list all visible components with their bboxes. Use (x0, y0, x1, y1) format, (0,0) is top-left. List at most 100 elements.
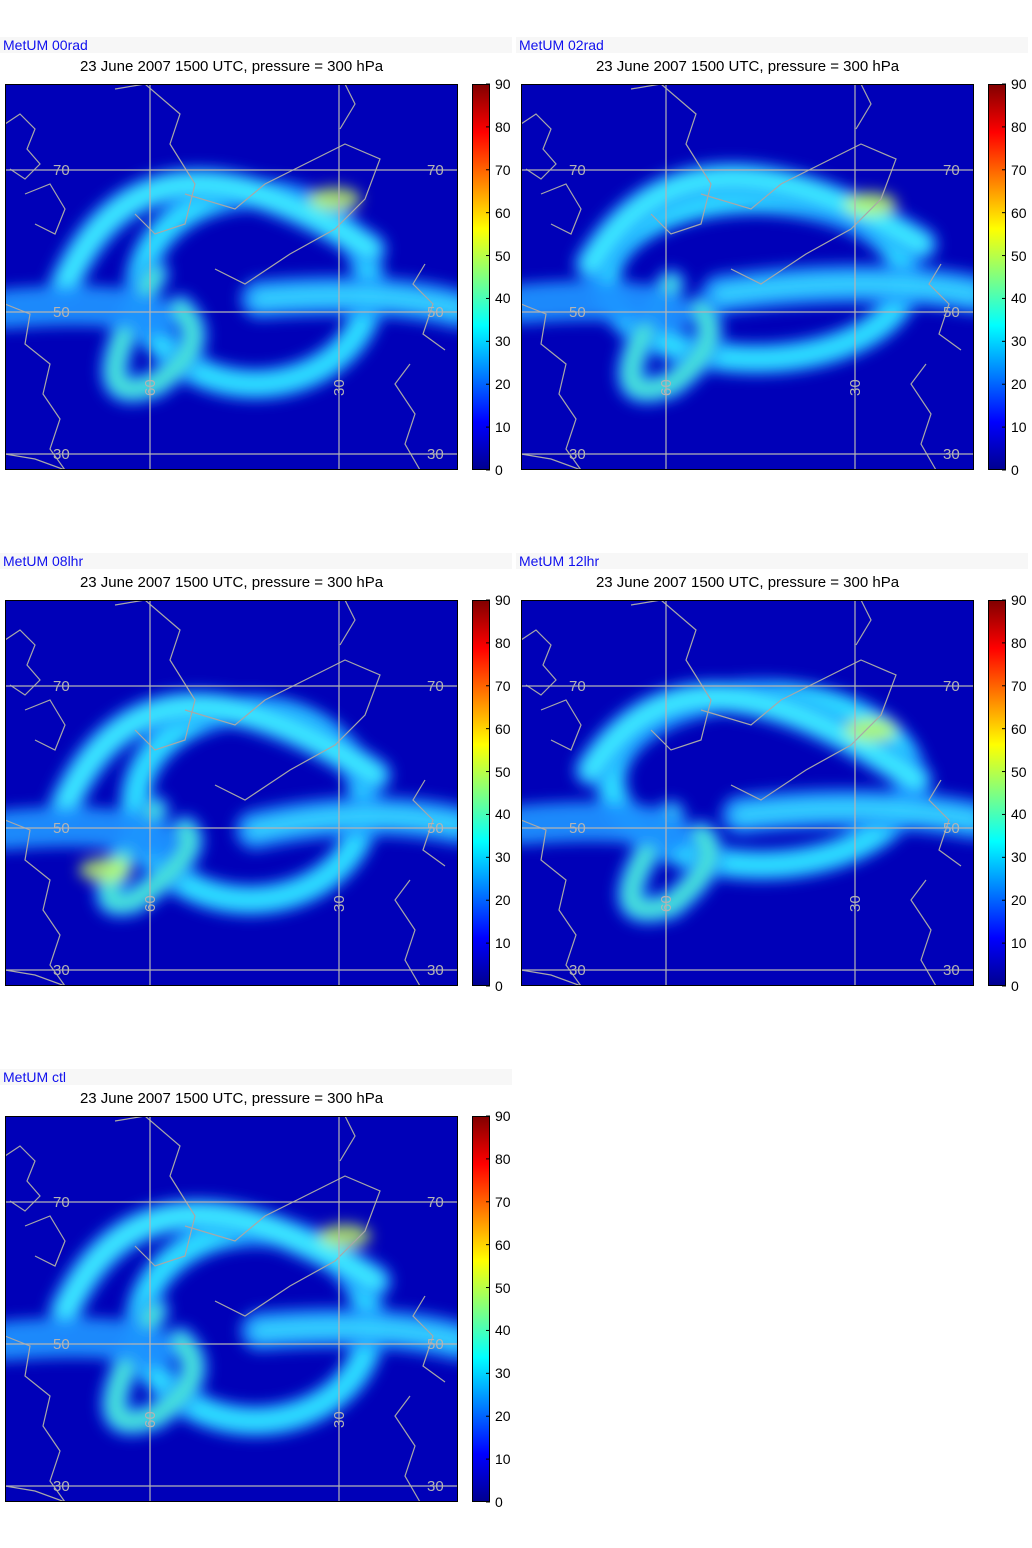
map-frame (5, 1116, 458, 1502)
panel-header-strip (516, 37, 1028, 53)
east-jet-core (252, 1319, 458, 1349)
jet-arc-core (582, 688, 925, 789)
colorbar-tick-label: 20 (1011, 892, 1027, 909)
coastlines (521, 84, 962, 470)
colorbar-tick-label: 50 (1011, 247, 1027, 264)
coastline (700, 659, 897, 801)
coastline (394, 879, 421, 986)
colorbar (988, 599, 1006, 987)
colorbar-tick-label: 50 (495, 247, 511, 264)
graticule (521, 84, 974, 470)
map-frame (521, 84, 974, 470)
coastline (5, 629, 41, 696)
colorbar-tick-label: 60 (495, 1236, 511, 1253)
colorbar-tick-label: 40 (1011, 290, 1027, 307)
lat-label: 50 (569, 304, 586, 321)
colorbar-tick-label: 0 (495, 978, 503, 994)
east-jet-core (247, 808, 458, 838)
panel-subtitle: 23 June 2007 1500 UTC, pressure = 300 hP… (79, 1090, 384, 1107)
coastline (700, 143, 897, 285)
coastline (24, 699, 66, 751)
coastline (630, 84, 712, 235)
trough-jet-core (624, 808, 716, 917)
lat-label: 70 (53, 1194, 70, 1211)
coastline (540, 183, 582, 235)
colorbar (988, 83, 1006, 471)
graticule (5, 84, 458, 470)
panel-metum-12lhr: MetUM 12lhr 23 June 2007 1500 UTC, press… (516, 553, 1028, 1023)
coastline (928, 263, 962, 351)
panel-metum-02rad: MetUM 02rad 23 June 2007 1500 UTC, press… (516, 37, 1028, 507)
colorbar-tick-label: 90 (495, 592, 511, 608)
trough-jet-core (108, 267, 200, 397)
coastline (521, 629, 557, 696)
colorbar-frame (988, 600, 1006, 986)
graticule (521, 600, 974, 986)
colorbar-tick-label: 80 (1011, 634, 1027, 651)
coastline (521, 819, 582, 986)
coastline (394, 363, 421, 470)
colorbar-frame (988, 84, 1006, 470)
coastline (114, 84, 196, 235)
colorbar-scale (472, 600, 490, 986)
coastline (5, 303, 66, 470)
east-jet-core (713, 276, 974, 302)
jet-arc-core (56, 697, 384, 814)
west-jet (5, 1317, 175, 1371)
lat-label: 70 (943, 162, 960, 179)
coastlines (5, 1116, 446, 1502)
coastline (5, 113, 41, 180)
colorbar-tick-label: 80 (495, 118, 511, 135)
lat-label: 50 (53, 304, 70, 321)
west-jet (5, 285, 175, 339)
colorbar-frame (472, 84, 490, 470)
colorbar-frame (472, 600, 490, 986)
lat-label: 70 (427, 678, 444, 695)
coastline (5, 1145, 41, 1212)
lat-label: 50 (427, 304, 444, 321)
jet-max (845, 718, 897, 742)
colorbar-tick-label: 10 (495, 1451, 511, 1468)
coastline (114, 600, 196, 751)
lat-label: 50 (943, 820, 960, 837)
lat-label: 70 (569, 678, 586, 695)
lat-label: 50 (569, 820, 586, 837)
lat-label: 70 (427, 1194, 444, 1211)
lon-label: 30 (331, 379, 348, 396)
jet-speed-map: 70 70 50 50 30 30 60 30 (5, 600, 458, 986)
lon-label: 30 (331, 1411, 348, 1428)
colorbar-tick-label: 10 (1011, 419, 1027, 436)
trough-jet-core (108, 1304, 200, 1429)
coastline (5, 819, 66, 986)
colorbar-tick-label: 30 (495, 849, 511, 866)
east-jet-core (733, 800, 974, 828)
colorbar-tick-label: 60 (1011, 720, 1027, 737)
jet-speed-map: 70 70 50 50 30 30 60 30 (521, 84, 974, 470)
lat-label: 50 (427, 1336, 444, 1353)
lat-label: 70 (53, 162, 70, 179)
colorbar-scale (988, 84, 1006, 470)
lat-label: 30 (427, 962, 444, 979)
lon-label: 60 (658, 895, 675, 912)
coastline (5, 1485, 66, 1502)
wind-speed-field (521, 161, 974, 405)
coastlines (5, 84, 446, 470)
east-jet-core (252, 287, 458, 317)
colorbar-tick-label: 10 (1011, 935, 1027, 952)
colorbar-tick-label: 30 (1011, 333, 1027, 350)
west-jet (521, 280, 691, 334)
colorbar-tick-label: 0 (1011, 978, 1019, 994)
colorbar-tick-label: 90 (1011, 76, 1027, 92)
coastlines (521, 600, 962, 986)
coastline (521, 303, 582, 470)
jet-speed-map: 70 70 50 50 30 30 60 30 (5, 84, 458, 470)
panel-run-name: MetUM ctl (3, 1069, 66, 1085)
graticule (5, 600, 458, 986)
colorbar-tick-label: 0 (495, 462, 503, 478)
panel-header-strip (0, 37, 512, 53)
jet-max (845, 192, 897, 216)
coastline (5, 969, 66, 986)
west-jet (521, 801, 691, 855)
coastline (855, 84, 872, 130)
panel-subtitle: 23 June 2007 1500 UTC, pressure = 300 hP… (595, 574, 900, 591)
